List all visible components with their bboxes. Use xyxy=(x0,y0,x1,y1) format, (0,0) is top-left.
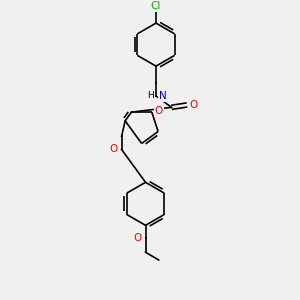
Text: O: O xyxy=(190,100,198,110)
Text: H: H xyxy=(147,92,154,100)
Text: O: O xyxy=(109,145,117,154)
Text: N: N xyxy=(159,91,167,101)
Text: O: O xyxy=(155,106,163,116)
Text: Cl: Cl xyxy=(151,1,161,11)
Text: O: O xyxy=(133,233,141,244)
